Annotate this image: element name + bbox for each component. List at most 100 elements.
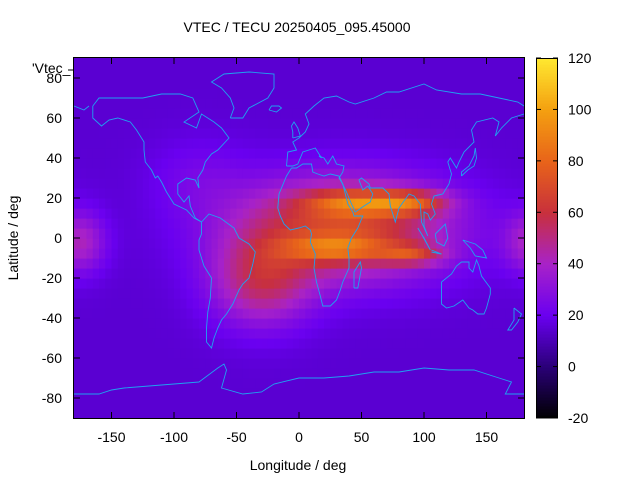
heatmap-cell	[186, 248, 194, 259]
heatmap-cell	[224, 318, 231, 329]
heatmap-cell	[161, 318, 169, 329]
heatmap-cell	[149, 138, 156, 149]
heatmap-cell	[124, 128, 131, 139]
heatmap-cell	[261, 148, 269, 159]
heatmap-cell	[117, 118, 125, 129]
heatmap-cell	[336, 128, 344, 139]
heatmap-cell	[336, 298, 344, 309]
coastline	[431, 249, 442, 255]
heatmap-cell	[80, 408, 88, 419]
heatmap-cell	[455, 388, 463, 399]
heatmap-cell	[480, 108, 488, 119]
heatmap-cell	[336, 318, 344, 329]
heatmap-cell	[436, 328, 444, 339]
heatmap-cell	[174, 328, 181, 339]
heatmap-cell	[286, 228, 294, 239]
heatmap-cell	[380, 318, 388, 329]
heatmap-cell	[511, 158, 519, 169]
heatmap-cell	[467, 168, 475, 179]
heatmap-cell	[311, 128, 319, 139]
heatmap-cell	[117, 228, 125, 239]
heatmap-cell	[324, 358, 331, 369]
colorbar-segment	[536, 196, 558, 200]
heatmap-cell	[455, 318, 463, 329]
heatmap-cell	[105, 308, 113, 319]
heatmap-cell	[255, 218, 263, 229]
chart-title: VTEC / TECU 20250405_095.45000	[183, 19, 410, 35]
heatmap-cell	[317, 378, 325, 389]
heatmap-cell	[392, 348, 400, 359]
heatmap-cell	[305, 228, 313, 239]
heatmap-cell	[361, 258, 369, 269]
heatmap-cell	[330, 238, 338, 249]
heatmap-cell	[480, 268, 488, 279]
heatmap-cell	[355, 258, 363, 269]
heatmap-cell	[436, 258, 444, 269]
heatmap-cell	[361, 88, 369, 99]
heatmap-cell	[242, 228, 250, 239]
x-axis: -150 -100 -50 0 50 100 150	[97, 58, 498, 445]
heatmap-cell	[380, 188, 388, 199]
heatmap-cell	[386, 288, 394, 299]
heatmap-cell	[317, 208, 325, 219]
heatmap-cell	[92, 368, 100, 379]
heatmap-cell	[480, 218, 488, 229]
heatmap-cell	[467, 318, 475, 329]
heatmap-cell	[86, 148, 94, 159]
heatmap-cell	[405, 318, 413, 329]
heatmap-cell	[161, 148, 169, 159]
heatmap-cell	[186, 188, 194, 199]
heatmap-cell	[336, 268, 344, 279]
heatmap-cell	[330, 168, 338, 179]
heatmap-cell	[199, 78, 206, 89]
heatmap-cell	[411, 388, 419, 399]
heatmap-cell	[442, 168, 450, 179]
heatmap-cell	[305, 108, 313, 119]
heatmap-cell	[211, 348, 219, 359]
heatmap-cell	[411, 238, 419, 249]
heatmap-cell	[155, 148, 163, 159]
heatmap-cell	[155, 188, 163, 199]
colorbar-segment	[536, 385, 558, 389]
heatmap-cell	[161, 238, 169, 249]
heatmap-cell	[224, 398, 231, 409]
heatmap-cell	[117, 398, 125, 409]
heatmap-cell	[205, 408, 213, 419]
heatmap-cell	[274, 98, 281, 109]
heatmap-cell	[355, 128, 363, 139]
heatmap-cell	[249, 88, 256, 99]
heatmap-cell	[492, 218, 500, 229]
heatmap-cell	[124, 288, 131, 299]
heatmap-cell	[124, 338, 131, 349]
heatmap-cell	[299, 318, 306, 329]
heatmap-cell	[192, 168, 200, 179]
heatmap-cell	[367, 168, 375, 179]
heatmap-cell	[149, 88, 156, 99]
colorbar-segment	[536, 295, 558, 299]
heatmap-cell	[211, 198, 219, 209]
heatmap-cell	[374, 318, 381, 329]
heatmap-cell	[92, 378, 100, 389]
heatmap-cell	[186, 228, 194, 239]
heatmap-cell	[99, 88, 106, 99]
heatmap-cell	[142, 408, 150, 419]
heatmap-cell	[167, 318, 175, 329]
heatmap-cell	[267, 68, 275, 79]
heatmap-cell	[467, 238, 475, 249]
heatmap-cell	[167, 168, 175, 179]
heatmap-cell	[92, 168, 100, 179]
heatmap-cell	[249, 378, 256, 389]
heatmap-cell	[224, 368, 231, 379]
heatmap-cell	[342, 88, 350, 99]
heatmap-cell	[211, 78, 219, 89]
heatmap-cell	[355, 108, 363, 119]
heatmap-cell	[424, 298, 431, 309]
heatmap-cell	[499, 278, 506, 289]
colorbar-segment	[536, 187, 558, 191]
heatmap-cell	[355, 188, 363, 199]
colorbar-tick-label: -20	[568, 410, 588, 426]
heatmap-cell	[324, 308, 331, 319]
heatmap-cell	[330, 58, 338, 69]
heatmap-cell	[311, 228, 319, 239]
heatmap-cell	[105, 388, 113, 399]
